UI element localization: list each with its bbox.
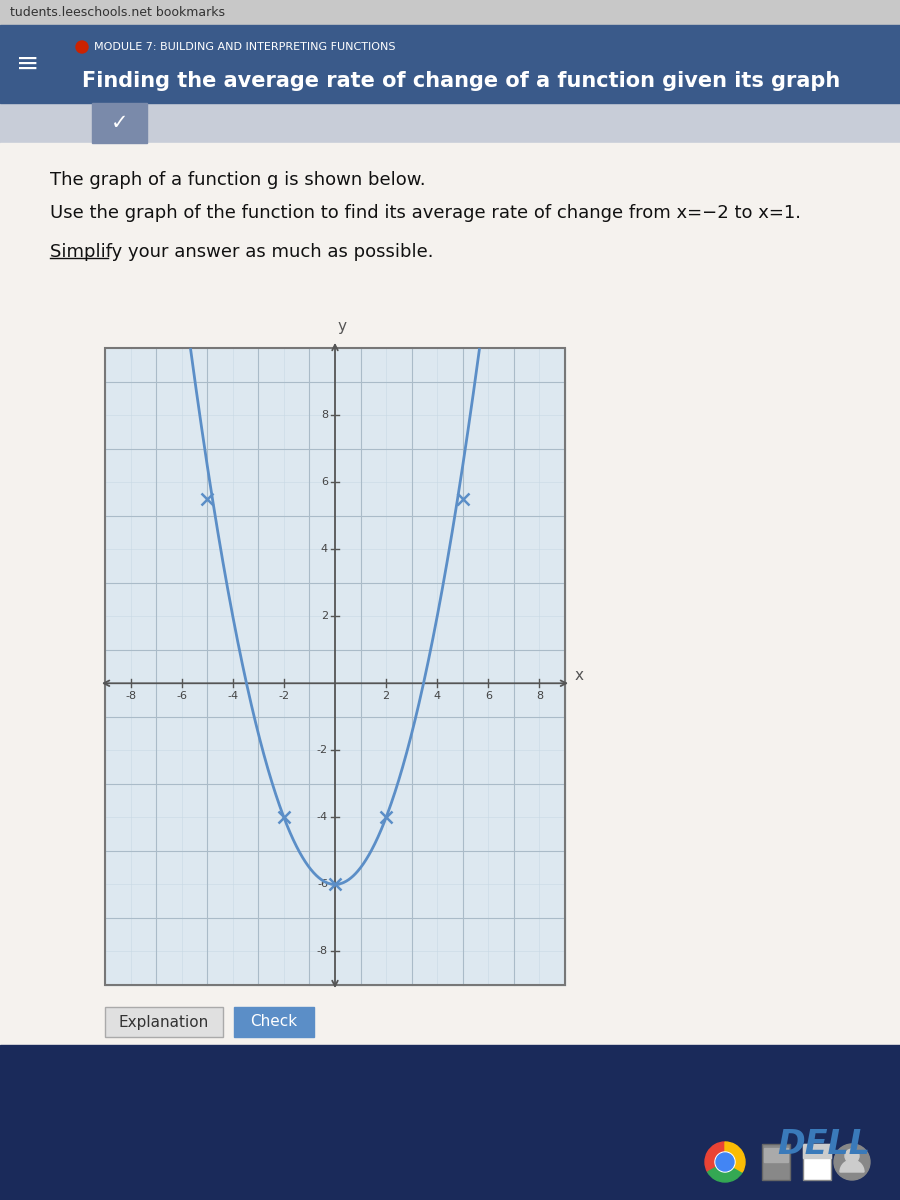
Text: ✓: ✓ bbox=[111, 113, 128, 133]
Text: Explanation: Explanation bbox=[119, 1014, 209, 1030]
Bar bbox=[0, 0, 900, 25]
Bar bbox=[803, 1144, 831, 1158]
Circle shape bbox=[845, 1150, 859, 1163]
Text: 2: 2 bbox=[382, 691, 390, 701]
Text: 8: 8 bbox=[321, 410, 328, 420]
Text: -2: -2 bbox=[278, 691, 290, 701]
Bar bbox=[105, 1007, 223, 1037]
Circle shape bbox=[716, 1153, 734, 1171]
Bar bbox=[0, 143, 900, 1045]
Wedge shape bbox=[725, 1142, 745, 1172]
Wedge shape bbox=[840, 1160, 864, 1172]
Bar bbox=[0, 1045, 900, 1200]
Text: 6: 6 bbox=[485, 691, 491, 701]
Text: -2: -2 bbox=[317, 745, 328, 755]
Bar bbox=[105, 348, 565, 985]
Text: MODULE 7: BUILDING AND INTERPRETING FUNCTIONS: MODULE 7: BUILDING AND INTERPRETING FUNC… bbox=[94, 42, 395, 52]
Text: DELL: DELL bbox=[777, 1128, 870, 1162]
Text: tudents.leeschools.net bookmarks: tudents.leeschools.net bookmarks bbox=[10, 6, 225, 19]
Bar bbox=[762, 1144, 790, 1180]
Bar bbox=[0, 25, 900, 103]
Text: 4: 4 bbox=[321, 544, 328, 554]
Text: ≡: ≡ bbox=[16, 50, 40, 78]
Text: x: x bbox=[575, 667, 584, 683]
Text: -6: -6 bbox=[176, 691, 187, 701]
Text: Finding the average rate of change of a function given its graph: Finding the average rate of change of a … bbox=[82, 71, 841, 91]
Text: -4: -4 bbox=[317, 812, 328, 822]
Circle shape bbox=[715, 1152, 735, 1172]
Text: 2: 2 bbox=[321, 611, 328, 622]
Text: 4: 4 bbox=[434, 691, 441, 701]
Text: The graph of a function g is shown below.: The graph of a function g is shown below… bbox=[50, 170, 426, 188]
Circle shape bbox=[76, 41, 88, 53]
Text: Simplify your answer as much as possible.: Simplify your answer as much as possible… bbox=[50, 242, 434, 260]
Circle shape bbox=[834, 1144, 870, 1180]
Text: 6: 6 bbox=[321, 478, 328, 487]
Text: y: y bbox=[338, 319, 346, 334]
Wedge shape bbox=[707, 1162, 742, 1182]
Text: -8: -8 bbox=[317, 947, 328, 956]
Text: 8: 8 bbox=[536, 691, 543, 701]
Bar bbox=[105, 348, 565, 985]
Text: Check: Check bbox=[250, 1014, 298, 1030]
Bar bbox=[764, 1148, 788, 1162]
Bar bbox=[234, 1007, 314, 1037]
Text: -6: -6 bbox=[317, 880, 328, 889]
Bar bbox=[92, 103, 147, 143]
Wedge shape bbox=[705, 1142, 725, 1172]
Bar bbox=[803, 1144, 831, 1180]
Text: Use the graph of the function to find its average rate of change from x=−2 to x=: Use the graph of the function to find it… bbox=[50, 204, 801, 222]
Text: -4: -4 bbox=[227, 691, 239, 701]
Text: -8: -8 bbox=[125, 691, 136, 701]
